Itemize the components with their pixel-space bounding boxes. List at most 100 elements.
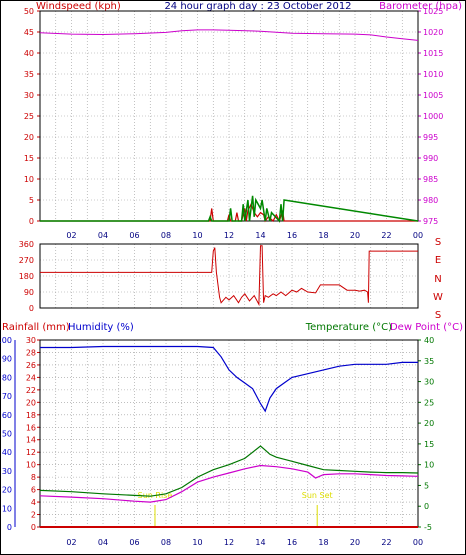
p1-left-tick-label: 40 — [24, 49, 34, 58]
p3-humidity-tick-label: 70 — [2, 392, 12, 401]
p2-direction-label: S — [435, 310, 441, 321]
wind-direction-line — [40, 245, 418, 307]
p3-temp-tick-label: 25 — [424, 398, 434, 407]
p1-left-tick-label: 10 — [24, 175, 34, 184]
p3-hour-label: 02 — [66, 538, 76, 547]
p1-right-tick-label: 980 — [423, 196, 438, 205]
p3-rain-tick-label: 24 — [26, 373, 36, 382]
p3-rain-tick-label: 26 — [26, 361, 36, 370]
p1-right-tick-label: 995 — [423, 133, 438, 142]
p3-rain-tick-label: 12 — [26, 448, 36, 457]
p3-hour-label: 20 — [350, 538, 360, 547]
p3-hour-label: 06 — [129, 538, 139, 547]
p3-rain-tick-label: 30 — [26, 336, 36, 345]
p1-hour-label: 08 — [161, 231, 171, 240]
p1-right-tick-label: 1025 — [423, 7, 443, 16]
p3-rain-tick-label: 8 — [31, 473, 36, 482]
p3-rain-tick-label: 0 — [31, 523, 36, 532]
p3-humidity-tick-label: 30 — [2, 467, 12, 476]
p3-humidity-tick-label: 0 — [7, 523, 12, 532]
p3-temp-tick-label: 40 — [424, 336, 434, 345]
barometer-axis-label: Barometer (hpa) — [379, 1, 462, 12]
p3-rain-tick-label: 2 — [31, 511, 36, 520]
p2-direction-label: N — [434, 274, 441, 285]
p2-left-tick-label: 0 — [29, 304, 34, 313]
p3-humidity-tick-label: 100 — [0, 336, 12, 345]
windspeed-line — [40, 202, 418, 223]
p1-hour-label: 04 — [98, 231, 108, 240]
chart-title: 24 hour graph day : 23 October 2012 — [164, 1, 351, 12]
p3-hour-label: 08 — [161, 538, 171, 547]
windspeed-axis-label: Windspeed (kph) — [36, 1, 121, 12]
p3-rain-tick-label: 28 — [26, 348, 36, 357]
p1-left-tick-label: 30 — [24, 91, 34, 100]
humidity-axis-label: Humidity (%) — [68, 322, 134, 333]
p1-left-tick-label: 45 — [24, 28, 34, 37]
p3-rain-tick-label: 4 — [31, 498, 36, 507]
p1-hour-label: 06 — [129, 231, 139, 240]
p3-hour-label: 12 — [224, 538, 234, 547]
p3-temp-tick-label: 35 — [424, 357, 434, 366]
p3-humidity-tick-label: 90 — [2, 355, 12, 364]
p3-temp-tick-label: 5 — [424, 481, 429, 490]
p1-left-tick-label: 50 — [24, 7, 34, 16]
p1-hour-label: 18 — [318, 231, 328, 240]
p3-hour-label: 00 — [413, 538, 423, 547]
p2-left-tick-label: 90 — [24, 288, 34, 297]
p3-hour-label: 16 — [287, 538, 297, 547]
p3-humidity-tick-label: 40 — [2, 448, 12, 457]
p2-direction-label: S — [435, 237, 441, 248]
p1-hour-label: 02 — [66, 231, 76, 240]
p1-hour-label: 14 — [255, 231, 265, 240]
gust-line — [40, 195, 419, 223]
p1-left-tick-label: 15 — [24, 154, 34, 163]
p3-humidity-tick-label: 80 — [2, 373, 12, 382]
p1-hour-label: 12 — [224, 231, 234, 240]
dewpoint-line — [39, 464, 419, 503]
p3-rain-tick-label: 18 — [26, 411, 36, 420]
p3-humidity-tick-label: 60 — [2, 411, 12, 420]
p1-left-tick-label: 20 — [24, 133, 34, 142]
p1-left-tick-label: 5 — [29, 196, 34, 205]
p3-temp-tick-label: 0 — [424, 502, 429, 511]
p1-left-tick-label: 25 — [24, 112, 34, 121]
p3-temp-tick-label: 30 — [424, 378, 434, 387]
p2-direction-label: W — [433, 292, 443, 303]
p1-right-tick-label: 990 — [423, 154, 438, 163]
temperature-line — [39, 445, 419, 497]
p3-temp-tick-label: 20 — [424, 419, 434, 428]
dewpoint-axis-label: Dew Point (°C) — [390, 322, 463, 333]
p3-humidity-tick-label: 10 — [2, 504, 12, 513]
p1-right-tick-label: 1000 — [423, 112, 443, 121]
humidity-temperature-panel: 0246810121416182022242628300102030405060… — [0, 336, 434, 547]
p3-humidity-tick-label: 20 — [2, 486, 12, 495]
p1-hour-label: 20 — [350, 231, 360, 240]
p3-rain-tick-label: 20 — [26, 398, 36, 407]
rainfall-axis-label: Rainfall (mm) — [2, 322, 70, 333]
barometer-line — [39, 29, 419, 41]
p3-temp-tick-label: 15 — [424, 440, 434, 449]
p1-hour-label: 22 — [381, 231, 391, 240]
p3-rain-tick-label: 6 — [31, 486, 36, 495]
p3-hour-label: 14 — [255, 538, 265, 547]
p2-left-tick-label: 180 — [19, 272, 34, 281]
p3-hour-label: 22 — [381, 538, 391, 547]
p1-left-tick-label: 0 — [29, 217, 34, 226]
p2-left-tick-label: 360 — [19, 240, 34, 249]
humidity-line — [40, 345, 418, 413]
p1-right-tick-label: 975 — [423, 217, 438, 226]
p3-hour-label: 18 — [318, 538, 328, 547]
p1-hour-label: 10 — [192, 231, 202, 240]
p1-right-tick-label: 1015 — [423, 49, 443, 58]
p3-temp-tick-label: 10 — [424, 461, 434, 470]
p1-right-tick-label: 1020 — [423, 28, 443, 37]
p1-left-tick-label: 35 — [24, 70, 34, 79]
p2-left-tick-label: 270 — [19, 256, 34, 265]
p3-hour-label: 10 — [192, 538, 202, 547]
p3-rain-tick-label: 10 — [26, 461, 36, 470]
temperature-axis-label: Temperature (°C) — [305, 322, 392, 333]
p3-rain-tick-label: 16 — [26, 423, 36, 432]
